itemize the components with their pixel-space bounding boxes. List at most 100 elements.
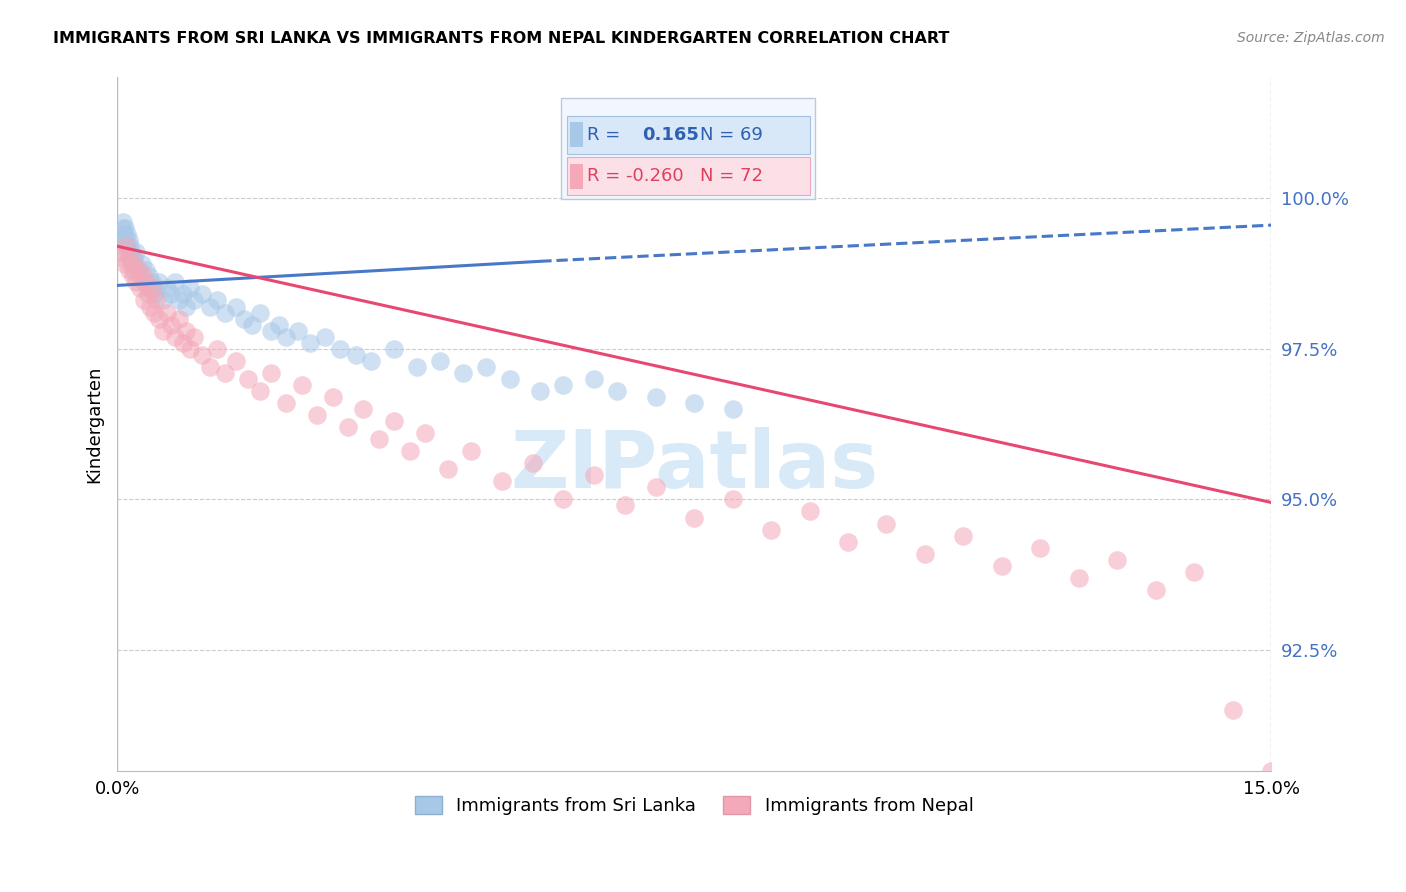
Point: [498, 372, 520, 386]
Point: [118, 252, 141, 266]
Point: [152, 324, 174, 338]
Point: [112, 227, 135, 242]
Point: [721, 492, 744, 507]
Point: [214, 305, 236, 319]
Point: [307, 408, 329, 422]
Point: [644, 480, 666, 494]
Y-axis label: Kindergarten: Kindergarten: [86, 366, 103, 483]
Point: [583, 372, 606, 386]
Point: [267, 318, 290, 332]
Point: [124, 257, 146, 271]
Point: [329, 342, 352, 356]
Point: [179, 281, 201, 295]
Point: [176, 324, 198, 338]
Point: [141, 276, 163, 290]
Legend: Immigrants from Sri Lanka, Immigrants from Nepal: Immigrants from Sri Lanka, Immigrants fr…: [406, 787, 983, 824]
Point: [110, 245, 132, 260]
Point: [145, 281, 167, 295]
Point: [352, 402, 374, 417]
Point: [413, 426, 436, 441]
Point: [120, 239, 142, 253]
FancyBboxPatch shape: [567, 157, 810, 195]
Point: [1182, 565, 1205, 579]
Text: N = 72: N = 72: [700, 167, 763, 186]
Point: [198, 300, 221, 314]
Point: [114, 233, 136, 247]
Point: [120, 252, 142, 266]
Point: [141, 281, 163, 295]
Point: [143, 305, 166, 319]
Point: [131, 269, 153, 284]
Point: [115, 239, 138, 253]
Point: [1260, 764, 1282, 778]
Point: [344, 348, 367, 362]
Point: [110, 233, 132, 247]
Point: [553, 377, 575, 392]
Point: [132, 276, 155, 290]
FancyBboxPatch shape: [561, 98, 815, 199]
Point: [111, 221, 134, 235]
Point: [135, 276, 157, 290]
Point: [398, 444, 420, 458]
Point: [453, 366, 475, 380]
Point: [129, 269, 152, 284]
FancyBboxPatch shape: [569, 164, 583, 189]
Text: 0.165: 0.165: [643, 126, 699, 144]
Point: [121, 257, 143, 271]
Point: [952, 528, 974, 542]
Point: [522, 456, 544, 470]
Point: [120, 245, 142, 260]
Point: [233, 311, 256, 326]
Point: [721, 402, 744, 417]
Point: [132, 293, 155, 308]
Point: [1222, 703, 1244, 717]
Point: [114, 221, 136, 235]
Point: [183, 293, 205, 308]
Text: IMMIGRANTS FROM SRI LANKA VS IMMIGRANTS FROM NEPAL KINDERGARTEN CORRELATION CHAR: IMMIGRANTS FROM SRI LANKA VS IMMIGRANTS …: [53, 31, 950, 46]
Point: [125, 276, 148, 290]
Point: [1029, 541, 1052, 555]
Point: [191, 348, 214, 362]
Point: [336, 420, 359, 434]
Point: [160, 318, 183, 332]
Point: [382, 342, 405, 356]
Point: [112, 215, 135, 229]
Point: [683, 396, 706, 410]
Point: [529, 384, 551, 398]
Point: [128, 263, 150, 277]
Point: [225, 353, 247, 368]
Point: [115, 239, 138, 253]
Point: [198, 359, 221, 374]
Point: [1107, 552, 1129, 566]
Point: [122, 263, 145, 277]
Point: [167, 293, 190, 308]
Point: [914, 547, 936, 561]
Point: [287, 324, 309, 338]
Point: [429, 353, 451, 368]
Point: [613, 499, 636, 513]
Point: [360, 353, 382, 368]
Point: [759, 523, 782, 537]
Point: [163, 276, 186, 290]
Point: [291, 377, 314, 392]
Point: [112, 252, 135, 266]
Point: [298, 335, 321, 350]
Point: [644, 390, 666, 404]
Point: [991, 558, 1014, 573]
Point: [553, 492, 575, 507]
Point: [138, 269, 160, 284]
Point: [179, 342, 201, 356]
Point: [127, 263, 149, 277]
Point: [205, 293, 228, 308]
Point: [382, 414, 405, 428]
Text: ZIPatlas: ZIPatlas: [510, 426, 879, 505]
Point: [322, 390, 344, 404]
Point: [176, 300, 198, 314]
Point: [183, 329, 205, 343]
Point: [799, 504, 821, 518]
Point: [367, 432, 389, 446]
Point: [460, 444, 482, 458]
Point: [117, 245, 139, 260]
Point: [145, 293, 167, 308]
Point: [125, 245, 148, 260]
